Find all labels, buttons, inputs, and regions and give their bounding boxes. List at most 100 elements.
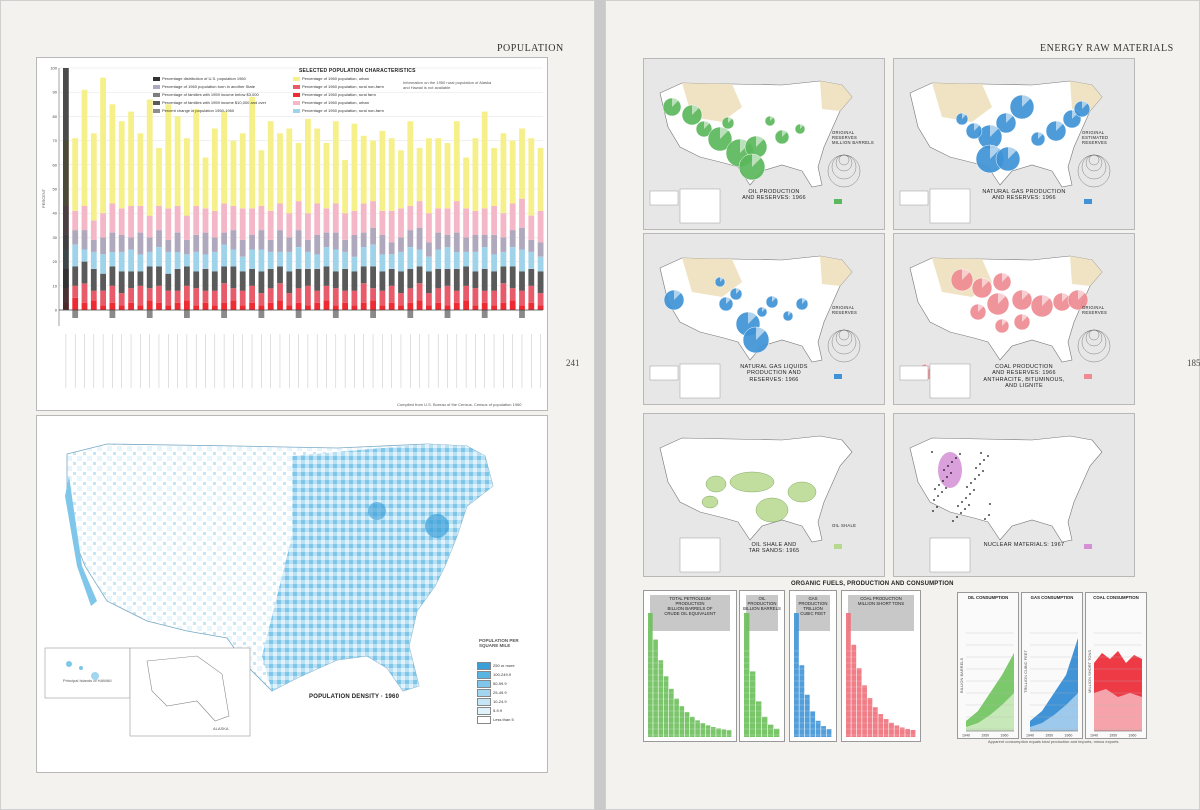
production-wedge <box>962 113 967 119</box>
bar-segment <box>202 268 209 291</box>
bar-segment <box>174 268 181 291</box>
bar-segment <box>174 251 181 269</box>
bar-segment <box>211 237 218 252</box>
bar-segment <box>472 305 479 310</box>
population-bar-chart-panel: 100 90 80 70 60 50 40 30 20 10 0 SELECTED POPULATI… <box>36 57 548 411</box>
bar-segment <box>332 203 339 233</box>
scale-circle <box>1088 154 1100 166</box>
bar-segment <box>174 205 181 233</box>
bar-segment <box>295 288 302 303</box>
scale-circle <box>838 329 850 341</box>
production-wedge <box>756 327 766 340</box>
bar-segment <box>370 288 376 301</box>
us-map <box>649 255 861 399</box>
legend-label: Percentage of 1960 population, urban <box>302 100 369 105</box>
bar-segment <box>472 288 479 306</box>
map-legend-swatch <box>1084 199 1092 204</box>
bar-segment <box>342 302 348 310</box>
bar-segment <box>249 97 255 209</box>
bar-segment <box>295 201 302 231</box>
consumption-layer <box>1094 689 1142 731</box>
bar-segment <box>193 271 200 289</box>
bar-segment <box>72 297 79 310</box>
hawaii-inset <box>649 365 679 381</box>
deposit-dot <box>960 512 962 514</box>
bar-segment <box>370 244 376 267</box>
legend-swatch <box>477 698 491 706</box>
scale-circle <box>1088 329 1100 341</box>
bar-segment <box>305 251 311 269</box>
bar-segment <box>407 302 414 310</box>
bar-segment <box>221 266 227 284</box>
legend-label: Percentage of families with 1959 income … <box>162 100 267 105</box>
deposit-dot <box>937 495 939 497</box>
production-wedge <box>752 154 762 167</box>
bar-segment <box>72 285 79 298</box>
density-legend-item: 50-99.9 <box>477 680 507 688</box>
bar-segment <box>146 251 153 267</box>
bar-segment <box>81 205 88 231</box>
production-bar <box>695 720 700 737</box>
us-map <box>909 435 1103 573</box>
deposit-dot <box>969 493 971 495</box>
bar-segment <box>165 208 172 240</box>
production-wedge <box>990 125 999 137</box>
production-bar <box>804 694 810 737</box>
bar-segment <box>500 237 507 252</box>
shale-deposit <box>705 475 727 493</box>
production-bar <box>684 712 690 737</box>
legend-label: Percentage of 1960 population, rural non… <box>302 84 384 89</box>
population-density-map-panel: POPULATION DENSITY · 1960 Principal Isla… <box>36 415 548 773</box>
bar-segment <box>426 138 432 214</box>
bar-segment <box>537 242 544 257</box>
bar-segment <box>239 305 246 310</box>
hawaii-inset-label: Principal Islands of HAWAII <box>63 678 112 683</box>
bar-segment <box>435 288 442 303</box>
us-map <box>659 435 853 573</box>
bar-chart-source: Compiled from U.S. Bureau of the Census,… <box>397 402 522 407</box>
bar-segment <box>370 140 376 202</box>
bar-segment <box>314 302 321 310</box>
bar-segment <box>267 302 274 310</box>
chart-header-bg <box>746 595 778 631</box>
bar-segment <box>118 293 125 306</box>
bar-segment <box>500 251 507 267</box>
bar-segment <box>211 128 218 211</box>
bar-segment <box>258 271 265 294</box>
bar-segment <box>509 247 516 267</box>
production-wedge <box>782 130 787 137</box>
negative-bar <box>519 310 525 318</box>
bar-segment <box>249 285 255 303</box>
production-bar <box>653 639 658 737</box>
bar-segment <box>230 266 237 289</box>
bar-segment <box>342 160 348 214</box>
scale-circle <box>831 154 857 180</box>
bar-segment <box>398 305 404 310</box>
production-bars <box>646 595 734 737</box>
bar-segment <box>184 239 190 255</box>
bar-segment <box>500 283 507 303</box>
bar-segment <box>249 302 255 310</box>
y-tick-label: 70 <box>53 138 58 143</box>
bar-segment <box>481 302 488 310</box>
bar-segment <box>221 111 227 204</box>
bar-segment <box>426 305 432 310</box>
bar-segment <box>128 237 134 250</box>
bar-segment <box>351 305 358 310</box>
bar-segment <box>370 266 376 289</box>
bar-segment <box>342 239 348 252</box>
legend-label: Percentage of 1960 population, rural far… <box>302 92 376 97</box>
bar-segment <box>435 138 442 209</box>
bar-segment <box>230 249 237 267</box>
bar-segment <box>211 271 218 291</box>
production-wedge <box>962 269 970 280</box>
y-tick-label: 90 <box>53 90 58 95</box>
bar-segment <box>230 140 237 206</box>
bar-segment <box>509 266 516 289</box>
production-wedge <box>770 116 774 121</box>
production-bar <box>705 725 711 737</box>
energy-map-6: NUCLEAR MATERIALS: 1967 <box>893 413 1135 577</box>
production-chart-1: TOTAL PETROLEUM PRODUCTION BILLION BARRE… <box>643 590 737 742</box>
consumption-chart-title: GAS CONSUMPTION <box>1030 595 1074 600</box>
bar-segment <box>500 266 507 284</box>
